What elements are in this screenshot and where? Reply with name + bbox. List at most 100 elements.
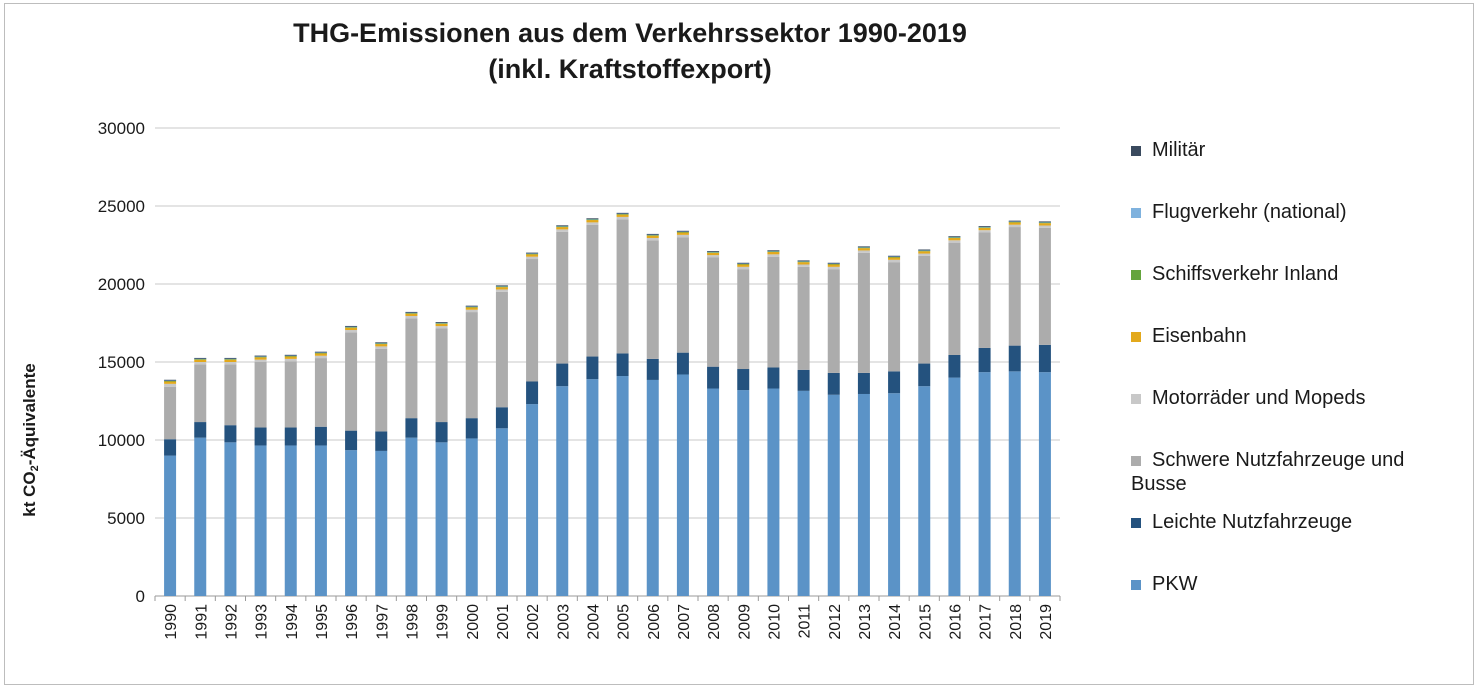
bar-1992-eisenbahn — [224, 359, 237, 362]
bar-2003-milit-r — [556, 225, 569, 227]
bar-2015-flugverkehr-national- — [918, 249, 931, 251]
bar-2018-milit-r — [1008, 220, 1021, 222]
bar-2019-milit-r — [1038, 221, 1051, 223]
legend-swatch — [1131, 270, 1141, 280]
bar-1990-schiffsverkehr-inland — [164, 380, 177, 382]
bar-2019-pkw — [1038, 372, 1051, 596]
x-tick-label-2013: 2013 — [857, 604, 874, 640]
bar-1999-milit-r — [435, 322, 448, 323]
bar-2014-schiffsverkehr-inland — [888, 256, 901, 258]
bar-2012-schwere-nutzfahrzeuge-und-busse — [827, 269, 840, 373]
bar-1997-milit-r — [375, 342, 388, 344]
bar-2019-leichte-nutzfahrzeuge — [1038, 344, 1051, 373]
bar-1992-motorr-der-und-mopeds — [224, 362, 237, 365]
bar-1997-motorr-der-und-mopeds — [375, 346, 388, 349]
bar-2013-motorr-der-und-mopeds — [857, 250, 870, 253]
bar-2005-eisenbahn — [616, 214, 629, 217]
bar-2014-eisenbahn — [888, 257, 901, 260]
legend-swatch — [1131, 456, 1141, 466]
bar-1995-milit-r — [314, 351, 327, 353]
bar-2018-schiffsverkehr-inland — [1008, 221, 1021, 223]
bar-2012-schiffsverkehr-inland — [827, 263, 840, 265]
bar-1995-pkw — [314, 445, 327, 596]
bar-2007-milit-r — [676, 230, 689, 232]
y-tick-label-30000: 30000 — [98, 119, 145, 138]
x-tick-label-1996: 1996 — [344, 604, 361, 640]
bar-1990-schwere-nutzfahrzeuge-und-busse — [164, 386, 177, 440]
bar-1999-eisenbahn — [435, 323, 448, 327]
bar-2005-schiffsverkehr-inland — [616, 213, 629, 215]
y-tick-label-20000: 20000 — [98, 275, 145, 294]
bar-2004-leichte-nutzfahrzeuge — [586, 356, 599, 380]
y-tick-label-5000: 5000 — [107, 509, 145, 528]
x-tick-label-2014: 2014 — [887, 604, 904, 640]
bar-1995-schwere-nutzfahrzeuge-und-busse — [314, 358, 327, 427]
bar-1991-schwere-nutzfahrzeuge-und-busse — [194, 364, 207, 423]
bar-1993-milit-r — [254, 355, 267, 357]
x-tick-label-2001: 2001 — [495, 604, 512, 640]
legend-label: Flugverkehr (national) — [1152, 201, 1347, 223]
bar-1999-leichte-nutzfahrzeuge — [435, 422, 448, 443]
bar-2010-pkw — [767, 388, 780, 596]
bar-1990-motorr-der-und-mopeds — [164, 383, 177, 387]
bar-1996-flugverkehr-national- — [345, 326, 358, 328]
bar-1992-pkw — [224, 442, 237, 596]
bar-1998-flugverkehr-national- — [405, 312, 418, 314]
bar-2017-milit-r — [978, 226, 991, 227]
bar-2007-flugverkehr-national- — [676, 231, 689, 233]
legend-label: Militär — [1152, 139, 1206, 161]
bar-2017-flugverkehr-national- — [978, 226, 991, 228]
bar-1991-flugverkehr-national- — [194, 358, 207, 360]
legend-label: Eisenbahn — [1152, 325, 1247, 347]
bar-2013-schiffsverkehr-inland — [857, 247, 870, 249]
bar-1995-schiffsverkehr-inland — [314, 352, 327, 354]
bar-2009-schwere-nutzfahrzeuge-und-busse — [737, 269, 750, 370]
bar-2001-milit-r — [495, 285, 508, 287]
bar-1993-motorr-der-und-mopeds — [254, 359, 267, 362]
bar-1998-motorr-der-und-mopeds — [405, 315, 418, 319]
legend-item-milit-r: Militär — [1131, 138, 1461, 162]
bar-2006-milit-r — [646, 233, 659, 235]
bar-2000-milit-r — [465, 305, 478, 307]
bar-1999-pkw — [435, 442, 448, 596]
bar-2018-leichte-nutzfahrzeuge — [1008, 345, 1021, 372]
bar-2004-motorr-der-und-mopeds — [586, 222, 599, 225]
bar-1996-eisenbahn — [345, 327, 358, 331]
x-tick-label-2010: 2010 — [766, 604, 783, 640]
bar-2006-leichte-nutzfahrzeuge — [646, 358, 659, 380]
bar-1997-schiffsverkehr-inland — [375, 343, 388, 345]
bar-1999-schiffsverkehr-inland — [435, 322, 448, 324]
bar-2017-schiffsverkehr-inland — [978, 227, 991, 228]
bar-2009-milit-r — [737, 262, 750, 264]
bar-2009-leichte-nutzfahrzeuge — [737, 369, 750, 391]
bar-1992-leichte-nutzfahrzeuge — [224, 425, 237, 443]
bar-2015-pkw — [918, 386, 931, 596]
legend-label: Schiffsverkehr Inland — [1152, 263, 1339, 285]
bar-2004-eisenbahn — [586, 220, 599, 223]
bar-2017-pkw — [978, 372, 991, 596]
bar-2013-pkw — [857, 393, 870, 596]
legend-swatch — [1131, 332, 1141, 342]
x-tick-label-1998: 1998 — [404, 604, 421, 640]
legend-label: Motorräder und Mopeds — [1152, 387, 1366, 409]
bar-1990-pkw — [164, 455, 177, 596]
legend-swatch — [1131, 394, 1141, 404]
bar-1990-eisenbahn — [164, 381, 177, 384]
bar-2006-motorr-der-und-mopeds — [646, 237, 659, 241]
bar-2009-schiffsverkehr-inland — [737, 263, 750, 265]
bar-1996-pkw — [345, 450, 358, 596]
bar-2019-schiffsverkehr-inland — [1038, 222, 1051, 224]
bar-2013-milit-r — [857, 246, 870, 248]
bar-2006-schiffsverkehr-inland — [646, 234, 659, 236]
bar-2013-flugverkehr-national- — [857, 246, 870, 248]
bar-2008-milit-r — [707, 251, 720, 252]
bar-1995-flugverkehr-national- — [314, 352, 327, 353]
bar-1998-eisenbahn — [405, 313, 418, 316]
bar-1996-motorr-der-und-mopeds — [345, 330, 358, 333]
bar-1996-schwere-nutzfahrzeuge-und-busse — [345, 332, 358, 431]
bar-2014-milit-r — [888, 255, 901, 257]
bar-2017-motorr-der-und-mopeds — [978, 230, 991, 233]
bar-2005-leichte-nutzfahrzeuge — [616, 353, 629, 377]
bar-1998-leichte-nutzfahrzeuge — [405, 418, 418, 438]
bar-2004-schiffsverkehr-inland — [586, 219, 599, 221]
